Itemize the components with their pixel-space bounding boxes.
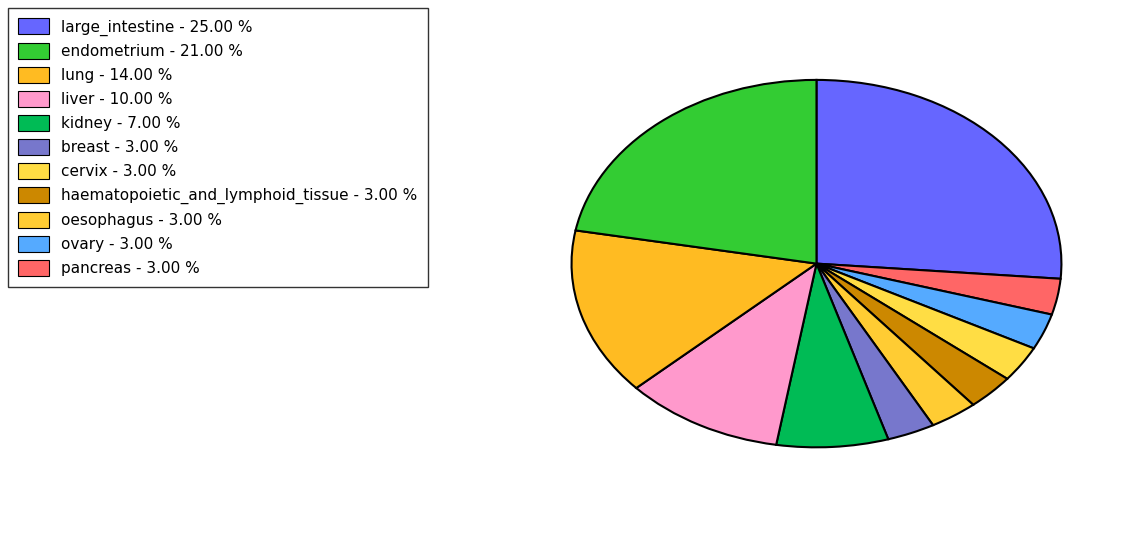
Wedge shape [572,230,816,388]
Wedge shape [816,264,1060,315]
Wedge shape [776,264,888,447]
Wedge shape [816,80,1061,279]
Wedge shape [816,264,1034,379]
Legend: large_intestine - 25.00 %, endometrium - 21.00 %, lung - 14.00 %, liver - 10.00 : large_intestine - 25.00 %, endometrium -… [8,8,428,287]
Wedge shape [816,264,1007,405]
Wedge shape [816,264,973,425]
Wedge shape [636,264,816,445]
Wedge shape [816,264,1052,349]
Wedge shape [816,264,933,439]
Wedge shape [576,80,816,264]
